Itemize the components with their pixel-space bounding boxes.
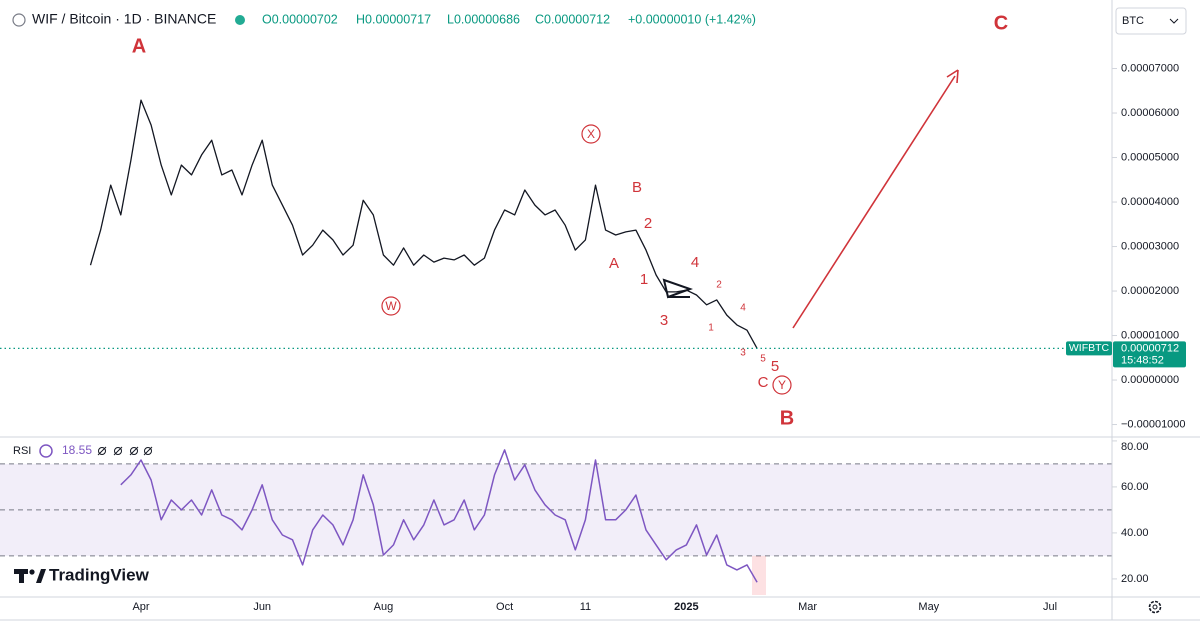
tradingview-logo: TradingView — [14, 565, 150, 584]
wave-label: 3 — [660, 312, 668, 329]
wave-label: B — [780, 407, 794, 429]
wave-label: 2 — [716, 280, 722, 291]
rsi-legend-name: RSI — [13, 445, 31, 457]
wave-label: 1 — [640, 271, 648, 288]
x-tick-label: Mar — [798, 601, 817, 613]
wave-label: C — [994, 12, 1008, 34]
y-tick-label: 0.00006000 — [1121, 107, 1179, 119]
x-tick-label: Apr — [132, 601, 149, 613]
x-tick-label: Aug — [374, 601, 394, 613]
y-tick-label: 0.00000000 — [1121, 374, 1179, 386]
oversold-highlight — [752, 555, 766, 595]
y-tick-label: 0.00002000 — [1121, 285, 1179, 297]
x-tick-label: Jul — [1043, 601, 1057, 613]
ohlc-close: C0.00000712 — [535, 12, 610, 26]
price-tag — [1113, 341, 1186, 368]
series-line — [89, 99, 758, 349]
y-tick-label: −0.00001000 — [1121, 418, 1186, 430]
x-tick-label: 11 — [580, 601, 591, 613]
ohlc-high: H0.00000717 — [356, 12, 431, 26]
y-tick-label: 0.00005000 — [1121, 151, 1179, 163]
rsi-legend-value: 18.55 — [62, 443, 92, 457]
wave-label: 1 — [708, 323, 714, 334]
symbol-tag-label: WIFBTC — [1069, 342, 1110, 354]
wave-label: W — [385, 299, 397, 313]
wave-label: 4 — [691, 254, 699, 271]
wave-label: 4 — [740, 303, 746, 314]
symbol-button[interactable] — [1115, 7, 1187, 35]
rsi-band — [0, 463, 1112, 556]
y-tick-label: 20.00 — [1121, 573, 1149, 585]
rsi-panel — [0, 463, 1112, 595]
x-tick-label: Oct — [496, 601, 513, 613]
wave-label: 2 — [644, 215, 652, 232]
y-tick-label: 60.00 — [1121, 481, 1149, 493]
wave-label: 3 — [740, 348, 746, 359]
triangle-drawing — [662, 278, 693, 299]
y-tick-label: 0.00004000 — [1121, 196, 1179, 208]
price-tag-value: 0.00000712 — [1121, 342, 1179, 354]
x-tick-label: May — [918, 601, 939, 613]
x-tick-label: 2025 — [674, 601, 698, 613]
market-status — [235, 15, 245, 25]
logo-text: TradingView — [49, 565, 150, 584]
y-tick-label: 80.00 — [1121, 441, 1149, 453]
y-tick-label: 0.00003000 — [1121, 240, 1179, 252]
ohlc-low: L0.00000686 — [447, 12, 520, 26]
wave-label: 5 — [760, 354, 766, 365]
wave-label: 5 — [771, 358, 779, 375]
price-tag-countdown: 15:48:52 — [1121, 354, 1164, 366]
y-tick-label: 0.00007000 — [1121, 62, 1179, 74]
y-tick-label: 0.00001000 — [1121, 329, 1179, 341]
wave-label: B — [632, 179, 642, 196]
wave-circle — [381, 296, 401, 316]
wave-circle — [581, 124, 601, 144]
rsi-settings-icon[interactable] — [39, 444, 53, 458]
symbol-icon[interactable] — [12, 13, 26, 27]
ohlc-open: O0.00000702 — [262, 12, 338, 26]
x-tick-label: Jun — [253, 601, 271, 613]
rsi-na-icons — [97, 446, 153, 456]
plots — [89, 99, 758, 583]
series-line — [120, 449, 758, 583]
wave-label: X — [587, 127, 595, 141]
wave-label: A — [132, 35, 146, 57]
symbol-title: WIF / Bitcoin · 1D · BINANCE — [32, 11, 216, 27]
symbol-button-label[interactable]: BTC — [1122, 15, 1144, 27]
settings-gear[interactable] — [1148, 600, 1162, 614]
wave-label: C — [758, 374, 769, 391]
symbol-tag — [1066, 341, 1112, 356]
y-tick-label: 40.00 — [1121, 527, 1149, 539]
wave-label: A — [609, 255, 619, 272]
wave-label: Y — [778, 378, 786, 392]
wave-circle — [772, 375, 792, 395]
projection-arrow — [792, 69, 959, 329]
dropdown-caret[interactable] — [1169, 18, 1179, 24]
ohlc-change: +0.00000010 (+1.42%) — [628, 12, 756, 26]
